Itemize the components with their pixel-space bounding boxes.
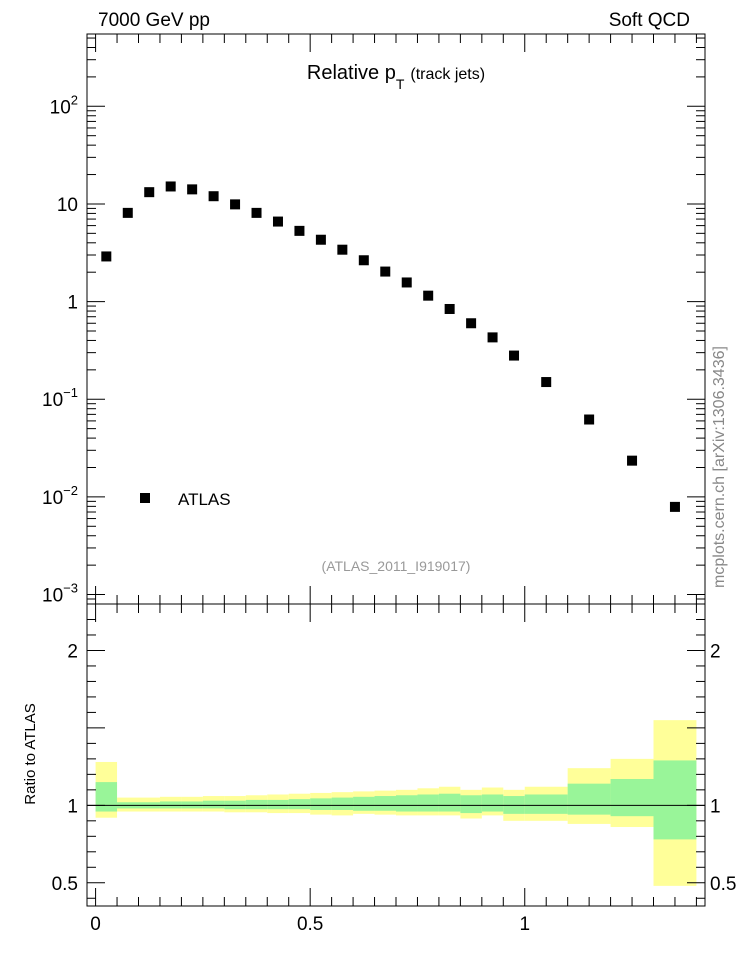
atlas-data-point (187, 184, 198, 195)
atlas-markers (101, 181, 680, 512)
main-ytick-label-base: 10 (57, 195, 78, 216)
atlas-data-point (401, 277, 412, 288)
atlas-data-point (380, 266, 391, 277)
main-major-ticks (87, 105, 705, 596)
ratio-plot: 0.5 0.51 12 2 0 0.5 1 Ratio to ATLAS (22, 603, 737, 935)
main-ytick-label: 1 (67, 293, 78, 314)
ratio-ylabel: Ratio to ATLAS (22, 703, 39, 804)
ratio-band-inner (331, 797, 354, 810)
main-xticks (95, 34, 697, 604)
ratio-ytick-label-right: 1 (710, 796, 721, 817)
ratio-band-inner (417, 794, 439, 812)
atlas-data-point (337, 244, 348, 255)
title-main: Relative p (307, 62, 396, 84)
main-ytick-label-base: 1 (67, 293, 78, 314)
legend: ATLAS (140, 490, 231, 509)
legend-marker (140, 493, 150, 503)
main-minor-ticks (87, 37, 705, 605)
atlas-data-point (251, 207, 262, 218)
main-ytick-label-exp: −1 (63, 385, 78, 400)
atlas-data-point (122, 207, 133, 218)
main-ytick-label: 10−2 (42, 483, 78, 509)
xtick-label: 0 (90, 914, 101, 935)
ratio-band-inner (460, 795, 482, 814)
ratio-ytick-label-right: 0.5 (710, 874, 736, 895)
ratio-minor-ticks (87, 618, 705, 899)
atlas-data-point (423, 290, 434, 301)
main-ytick-label: 10−3 (42, 581, 78, 607)
main-plot-frame (86, 33, 706, 605)
main-ytick-label-base: 10 (42, 586, 63, 607)
main-ytick-label-base: 10 (50, 97, 71, 118)
ratio-band-inner (310, 798, 332, 810)
ratio-band-inner (481, 794, 504, 812)
atlas-data-point (466, 318, 477, 329)
ratio-band-inner (567, 783, 611, 815)
atlas-data-point (144, 187, 155, 198)
atlas-data-point (165, 181, 176, 192)
ratio-band-inner (438, 793, 461, 812)
ratio-band-inner (610, 779, 654, 817)
ratio-band-inner (353, 796, 375, 811)
atlas-data-point (272, 216, 283, 227)
main-ytick-label-exp: 2 (71, 92, 78, 107)
main-ytick-label-exp: −2 (63, 483, 78, 498)
atlas-data-point (509, 350, 520, 361)
ratio-band-inner (396, 795, 418, 812)
main-ytick-label-exp: −3 (63, 581, 78, 596)
title-suffix: (track jets) (410, 66, 485, 83)
ratio-band-inner (267, 799, 289, 810)
ratio-ytick-label: 2 (67, 641, 78, 662)
ratio-band-inner (374, 796, 396, 811)
atlas-data-point (627, 455, 638, 466)
atlas-data-point (444, 303, 455, 314)
ratio-band-inner (524, 794, 568, 814)
ratio-xticks: 0 0.5 1 (90, 604, 697, 935)
main-title: Relative pT (track jets) (307, 62, 485, 92)
main-ytick-label: 10 (57, 195, 78, 216)
header-left: 7000 GeV pp (98, 10, 210, 31)
ratio-major-ticks (87, 649, 705, 884)
main-ytick-label-base: 10 (42, 488, 63, 509)
atlas-data-point (541, 377, 552, 388)
atlas-data-point (584, 414, 595, 425)
ratio-ytick-labels: 0.5 0.5 1 1 2 2 (52, 641, 737, 894)
title-sub: T (396, 76, 405, 92)
side-label: mcplots.cern.ch [arXiv:1306.3436] (711, 346, 728, 588)
atlas-data-point (315, 234, 326, 245)
ratio-band-inner (95, 782, 118, 812)
atlas-data-point (230, 199, 241, 210)
header-right: Soft QCD (609, 10, 690, 31)
watermark: (ATLAS_2011_I919017) (322, 558, 471, 574)
ratio-ytick-label-right: 2 (710, 641, 721, 662)
ratio-band-inner (653, 760, 697, 840)
ratio-band-inner (245, 799, 268, 810)
atlas-data-point (487, 332, 498, 343)
ratio-ytick-label: 1 (67, 796, 78, 817)
atlas-data-point (358, 255, 369, 266)
xtick-label: 0.5 (297, 914, 323, 935)
ratio-band-inner (202, 800, 225, 809)
ratio-bands (95, 720, 697, 886)
main-ytick-label-base: 10 (42, 390, 63, 411)
ratio-band-inner (288, 799, 311, 810)
atlas-data-point (101, 251, 112, 262)
main-ytick-label: 10−1 (42, 385, 78, 411)
atlas-data-point (208, 191, 219, 202)
ratio-ytick-label: 0.5 (52, 874, 78, 895)
atlas-data-point (669, 501, 680, 512)
ratio-plot-frame (86, 603, 706, 907)
legend-label: ATLAS (178, 490, 231, 509)
xtick-label: 1 (519, 914, 530, 935)
atlas-data-point (294, 225, 305, 236)
main-ytick-label: 102 (50, 92, 78, 118)
